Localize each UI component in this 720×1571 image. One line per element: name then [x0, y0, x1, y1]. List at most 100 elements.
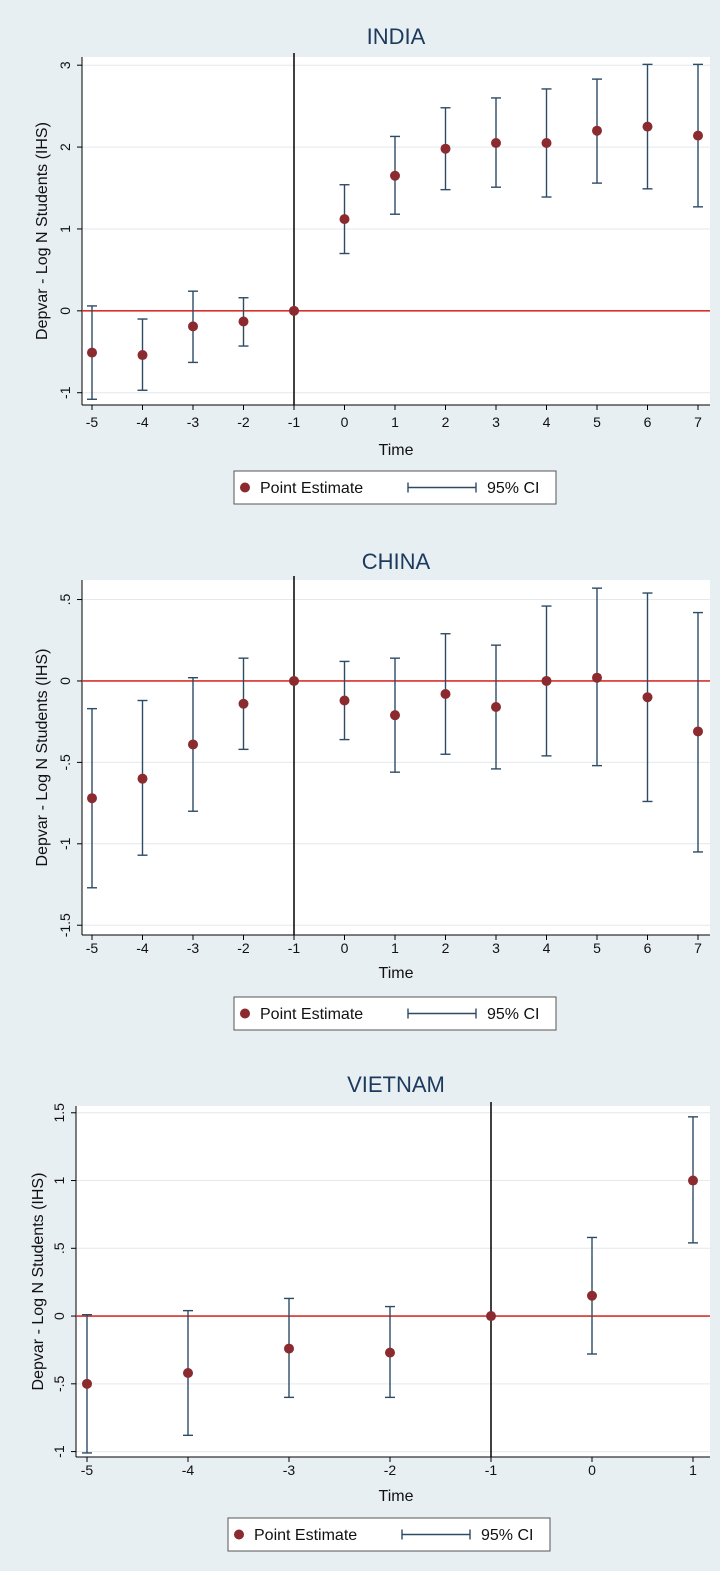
y-axis-label: Depvar - Log N Students (IHS) [30, 1173, 47, 1391]
point-estimate [440, 143, 451, 154]
y-tick-label: 1 [51, 1176, 67, 1184]
x-tick-label: 3 [492, 940, 500, 956]
x-tick-label: 0 [588, 1462, 596, 1478]
y-tick-label: .5 [57, 593, 73, 605]
point-estimate [238, 316, 249, 327]
point-estimate [688, 1175, 698, 1186]
point-estimate [87, 347, 97, 358]
legend-box [227, 1517, 551, 1552]
point-estimate [137, 773, 148, 784]
point-estimate [642, 121, 653, 132]
legend: Point Estimate 95% CI [227, 1517, 551, 1552]
point-estimate [541, 675, 552, 686]
chart-title: VIETNAM [347, 1072, 445, 1097]
china-panel: -1.5 -1 -.5 0 .5 -5 -4 -3 -2 -1 0 1 2 3 4 5 6 7 CHINA Time D… [0, 527, 720, 1050]
x-tick-label: -2 [384, 1462, 397, 1478]
y-tick-label: 2 [57, 143, 73, 151]
y-tick-label: 1.5 [51, 1103, 67, 1123]
x-axis-label: Time [379, 965, 414, 982]
point-estimate [587, 1290, 597, 1301]
x-tick-label: -5 [81, 1462, 94, 1478]
point-estimate [289, 675, 299, 686]
point-estimate [642, 692, 653, 703]
x-tick-label: 7 [694, 414, 702, 430]
x-tick-label: 1 [391, 940, 399, 956]
x-tick-label: 0 [341, 940, 349, 956]
point-estimate [339, 695, 350, 706]
x-tick-label: 4 [543, 414, 551, 430]
x-axis-label: Time [379, 442, 414, 459]
legend-ci-label: 95% CI [487, 480, 539, 497]
x-tick-label: -4 [136, 940, 149, 956]
legend-point-marker [234, 1529, 244, 1540]
x-tick-label: 5 [593, 414, 601, 430]
x-tick-label: 6 [644, 940, 652, 956]
x-tick-label: 2 [442, 414, 450, 430]
plot-area [82, 580, 710, 935]
y-tick-label: -1 [57, 837, 73, 850]
x-tick-label: 1 [391, 414, 399, 430]
x-tick-label: -2 [237, 940, 250, 956]
y-tick-label: 0 [57, 307, 73, 315]
point-estimate [541, 137, 552, 148]
y-tick-label: 3 [57, 61, 73, 69]
y-tick-label: 0 [57, 677, 73, 685]
india-panel: -1 0 1 2 3 -5 -4 -3 -2 -1 0 1 2 3 4 5 6 7 INDIA Time Depvar … [0, 0, 720, 527]
point-estimate [486, 1311, 496, 1322]
x-tick-label: 1 [689, 1462, 697, 1478]
legend-box [233, 470, 557, 505]
point-estimate [137, 350, 148, 361]
y-axis-label: Depvar - Log N Students (IHS) [34, 122, 51, 340]
chart-vietnam: -1 -.5 0 .5 1 1.5 -5 -4 -3 -2 -1 0 1 VIETNAM Time Depva… [30, 1072, 710, 1552]
x-tick-label: -1 [288, 414, 301, 430]
point-estimate [592, 672, 602, 683]
point-estimate [592, 125, 602, 136]
point-estimate [188, 739, 198, 750]
x-tick-label: 4 [543, 940, 551, 956]
chart-china: -1.5 -1 -.5 0 .5 -5 -4 -3 -2 -1 0 1 2 3 4 5 6 7 CHINA Time D… [34, 549, 710, 1031]
x-tick-label: -2 [237, 414, 250, 430]
chart-title: INDIA [367, 24, 426, 49]
legend-point-marker [240, 482, 250, 493]
x-tick-label: -5 [86, 414, 99, 430]
point-estimate [491, 137, 501, 148]
point-estimate [289, 305, 299, 316]
y-tick-label: -1.5 [57, 913, 73, 937]
x-tick-label: 5 [593, 940, 601, 956]
x-tick-label: -4 [136, 414, 149, 430]
point-estimate [491, 702, 501, 713]
x-tick-label: -3 [187, 940, 200, 956]
x-tick-label: -1 [288, 940, 301, 956]
point-estimate [693, 130, 703, 141]
y-tick-label: -.5 [51, 1375, 67, 1392]
x-tick-label: 7 [694, 940, 702, 956]
x-tick-label: 0 [341, 414, 349, 430]
point-estimate [87, 793, 97, 804]
x-tick-label: 3 [492, 414, 500, 430]
x-tick-label: -3 [187, 414, 200, 430]
y-tick-label: -1 [51, 1445, 67, 1458]
point-estimate [82, 1378, 92, 1389]
x-tick-label: -1 [485, 1462, 498, 1478]
y-tick-label: 1 [57, 225, 73, 233]
point-estimate [183, 1367, 193, 1378]
chart-india: -1 0 1 2 3 -5 -4 -3 -2 -1 0 1 2 3 4 5 6 7 INDIA Time Depvar … [34, 24, 710, 505]
point-estimate [440, 688, 451, 699]
point-estimate [385, 1347, 395, 1358]
y-tick-label: .5 [51, 1242, 67, 1254]
y-tick-label: 0 [51, 1312, 67, 1320]
plot-area [76, 1106, 710, 1457]
legend-ci-label: 95% CI [487, 1006, 539, 1023]
plot-area [82, 57, 710, 405]
x-tick-label: -3 [283, 1462, 296, 1478]
legend: Point Estimate 95% CI [233, 470, 557, 505]
point-estimate [339, 214, 350, 225]
legend-point-label: Point Estimate [260, 480, 363, 497]
point-estimate [238, 698, 249, 709]
point-estimate [693, 726, 703, 737]
point-estimate [188, 321, 198, 332]
x-tick-label: -4 [182, 1462, 195, 1478]
point-estimate [284, 1343, 294, 1354]
legend-point-label: Point Estimate [254, 1527, 357, 1544]
legend-point-label: Point Estimate [260, 1006, 363, 1023]
